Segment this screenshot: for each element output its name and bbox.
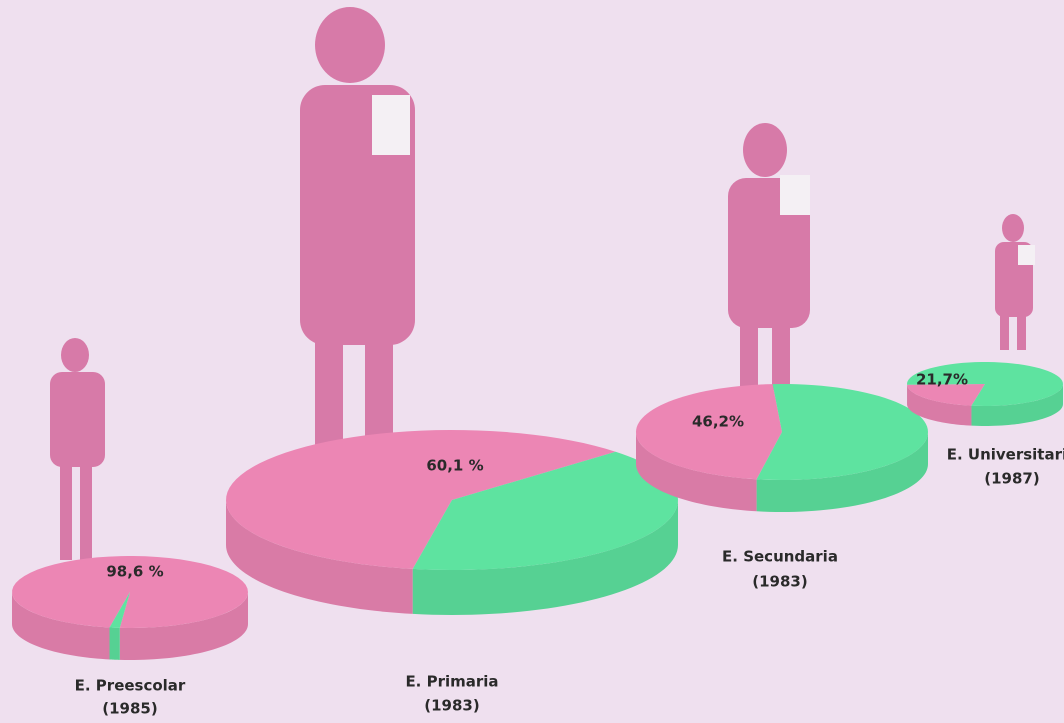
silhouettes xyxy=(50,7,1035,560)
pie-side xyxy=(971,384,1063,426)
pie-side xyxy=(412,500,678,615)
pie-side xyxy=(226,500,413,614)
pie-subtitle: (1983) xyxy=(424,697,479,715)
pie-title: E. Secundaria xyxy=(722,548,838,566)
pie-slice xyxy=(907,384,985,406)
pie-slice xyxy=(636,384,782,480)
value-label: 60,1 % xyxy=(426,457,483,475)
pie-slice xyxy=(109,592,130,628)
pie-title: E. Preescolar xyxy=(75,677,186,695)
pie-title: E. Primaria xyxy=(405,673,498,691)
pie-slice xyxy=(412,451,678,570)
pie-side xyxy=(109,627,120,660)
pie-side xyxy=(636,432,757,512)
pie-side xyxy=(12,592,110,660)
pie-side xyxy=(756,432,928,512)
pie-slice xyxy=(12,556,248,628)
value-label: 98,6 % xyxy=(106,563,163,581)
pie-title: E. Universitaria xyxy=(947,446,1064,464)
pie-side xyxy=(119,592,248,660)
pie-subtitle: (1985) xyxy=(102,700,157,718)
value-label: 46,2% xyxy=(692,413,744,431)
pie-slice xyxy=(756,384,928,480)
pie-subtitle: (1983) xyxy=(752,573,807,591)
pie-subtitle: (1987) xyxy=(984,470,1039,488)
pie-slice xyxy=(226,430,616,569)
pie-slice xyxy=(907,362,1063,406)
value-label: 21,7% xyxy=(916,371,968,389)
pie-side xyxy=(907,384,972,426)
